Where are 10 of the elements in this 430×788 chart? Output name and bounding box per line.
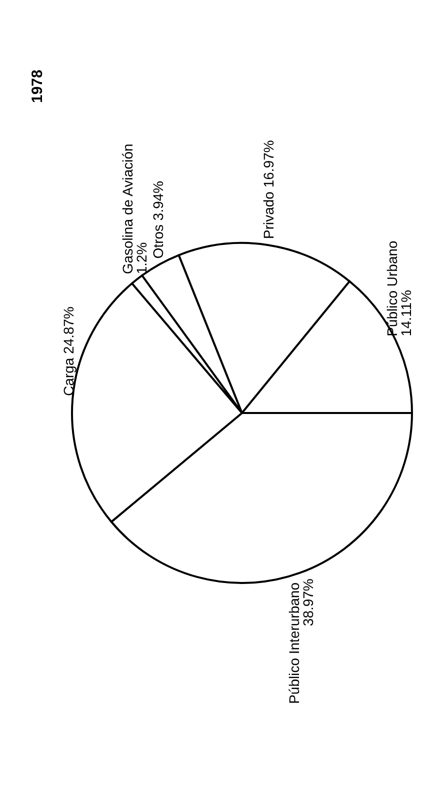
slice-label: Privado 16.97%: [260, 140, 276, 240]
data-label: 14.11%: [398, 290, 414, 336]
slice-label: Público Urbano: [384, 236, 400, 336]
data-label: 38.97%: [300, 578, 316, 626]
data-label: 1.2%: [134, 242, 150, 274]
slice-label: Otros 3.94%: [150, 180, 166, 259]
slice-label: Gasolina de Aviación: [120, 140, 136, 274]
chart-title: 1978: [29, 70, 46, 103]
slice-label: Carga 24.87%: [60, 306, 77, 396]
slice-label: Público Interurbano: [286, 578, 302, 704]
